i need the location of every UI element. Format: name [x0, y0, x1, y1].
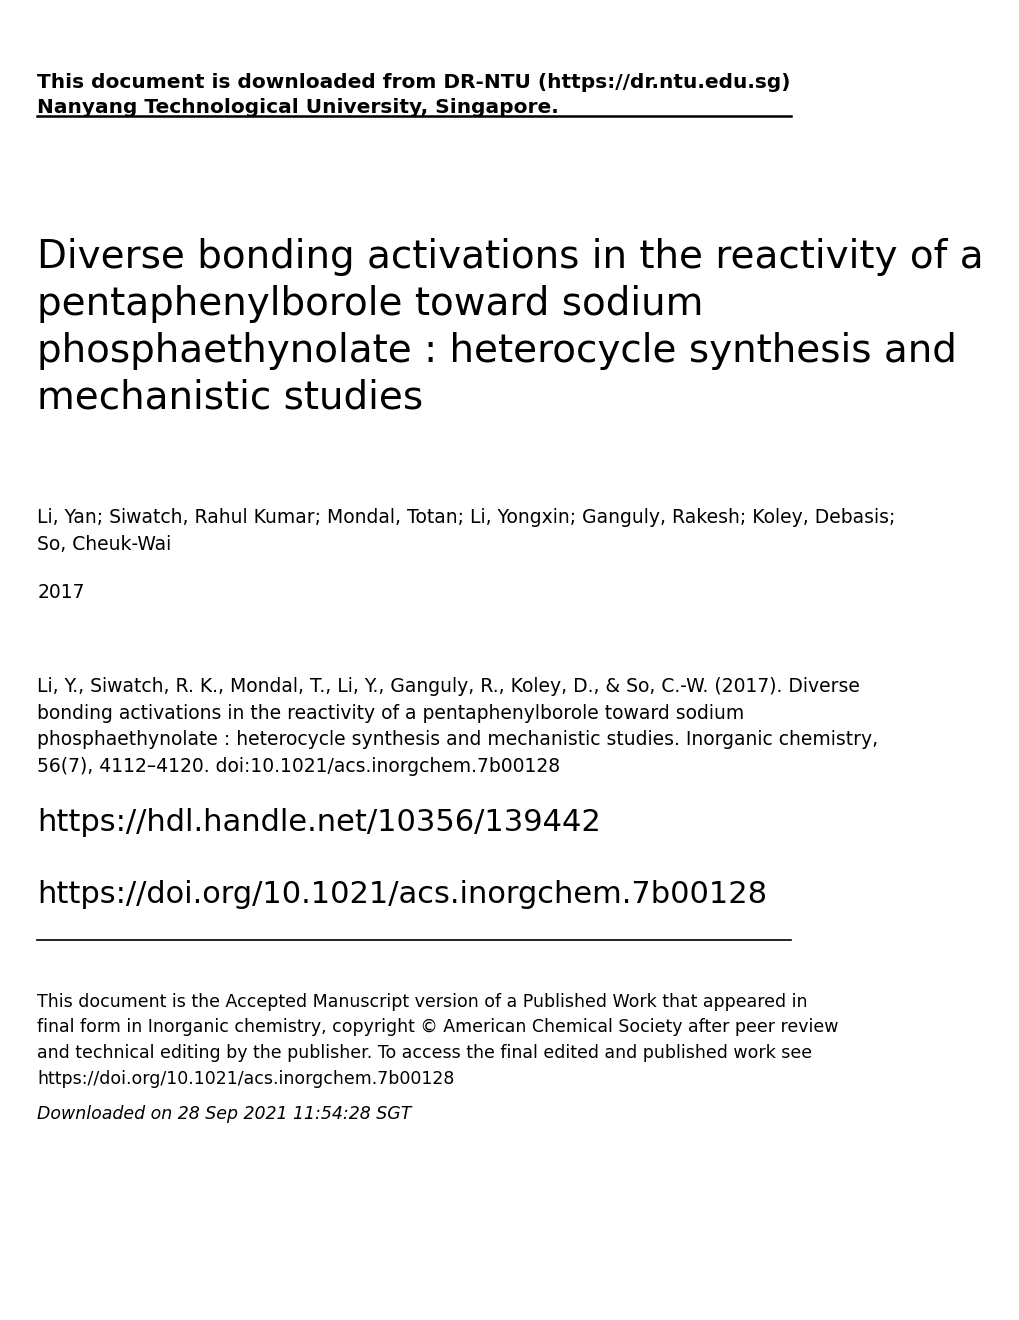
Text: This document is downloaded from DR-NTU (https://dr.ntu.edu.sg)
Nanyang Technolo: This document is downloaded from DR-NTU …: [38, 73, 790, 116]
Text: Downloaded on 28 Sep 2021 11:54:28 SGT: Downloaded on 28 Sep 2021 11:54:28 SGT: [38, 1105, 412, 1123]
Text: Li, Y., Siwatch, R. K., Mondal, T., Li, Y., Ganguly, R., Koley, D., & So, C.-W. : Li, Y., Siwatch, R. K., Mondal, T., Li, …: [38, 677, 877, 776]
Text: https://doi.org/10.1021/acs.inorgchem.7b00128: https://doi.org/10.1021/acs.inorgchem.7b…: [38, 880, 766, 909]
Text: 2017: 2017: [38, 583, 85, 602]
Text: Li, Yan; Siwatch, Rahul Kumar; Mondal, Totan; Li, Yongxin; Ganguly, Rakesh; Kole: Li, Yan; Siwatch, Rahul Kumar; Mondal, T…: [38, 508, 895, 553]
Text: https://hdl.handle.net/10356/139442: https://hdl.handle.net/10356/139442: [38, 808, 600, 837]
Text: Diverse bonding activations in the reactivity of a
pentaphenylborole toward sodi: Diverse bonding activations in the react…: [38, 238, 983, 417]
Text: This document is the Accepted Manuscript version of a Published Work that appear: This document is the Accepted Manuscript…: [38, 993, 838, 1088]
